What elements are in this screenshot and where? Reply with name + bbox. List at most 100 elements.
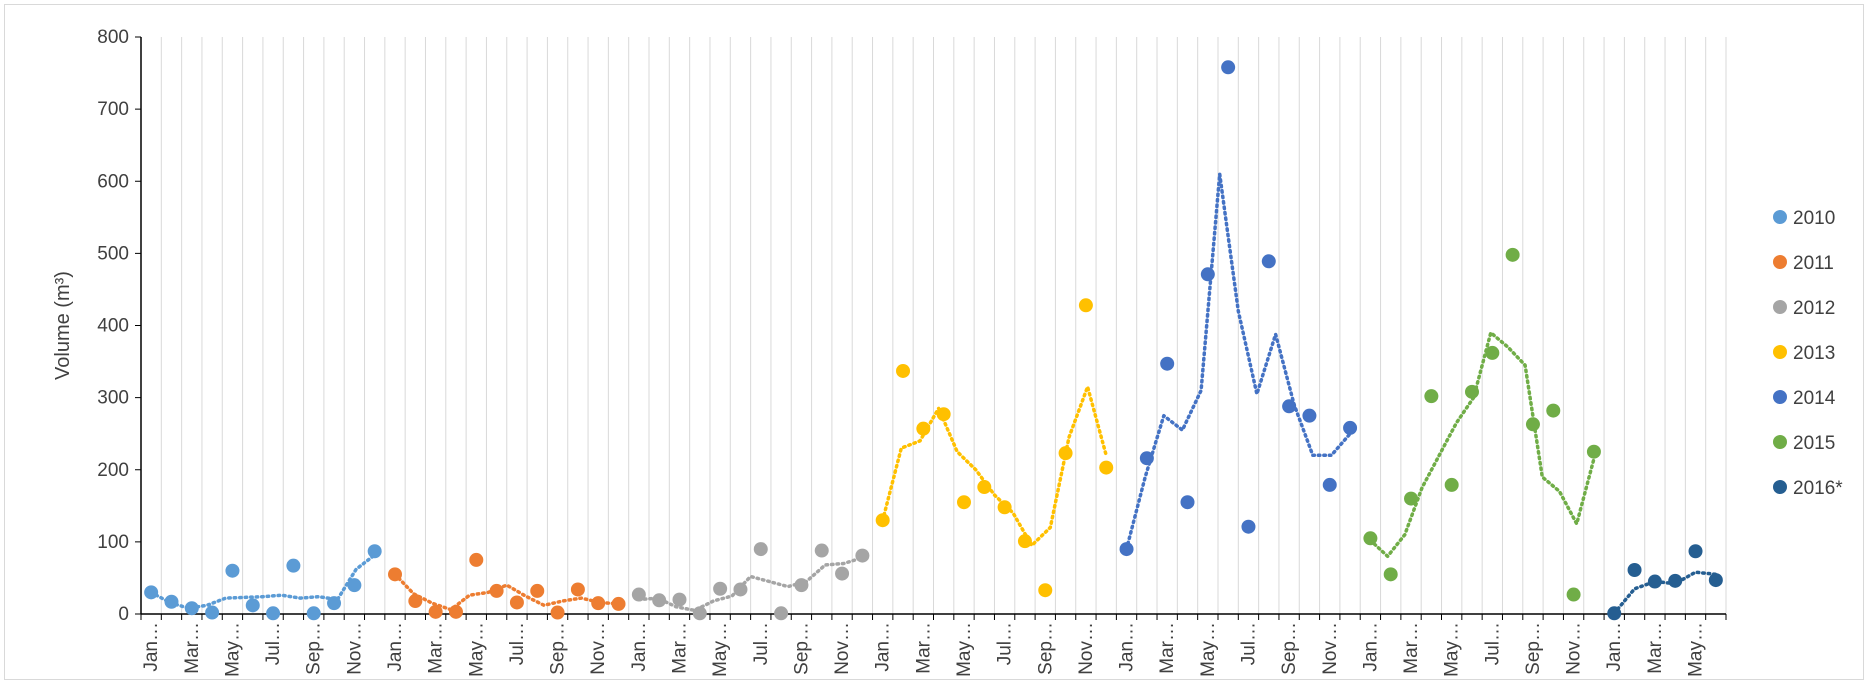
x-tick-label: Jul… xyxy=(1238,622,1259,665)
data-point-2010 xyxy=(184,601,199,616)
data-point-2013 xyxy=(1017,534,1032,549)
x-tick-label: May… xyxy=(1442,622,1463,677)
data-point-2011 xyxy=(428,604,443,619)
y-tick-label: 400 xyxy=(97,316,129,337)
x-tick-label: Nov… xyxy=(1076,622,1097,675)
y-axis-title: Volume (m³) xyxy=(52,271,74,380)
data-point-2015 xyxy=(1485,345,1500,360)
data-point-2013 xyxy=(1078,298,1093,313)
data-point-2011 xyxy=(570,582,585,597)
data-point-2012 xyxy=(713,581,728,596)
data-point-2015 xyxy=(1566,587,1581,602)
data-point-2016 xyxy=(1708,573,1723,588)
data-point-2015 xyxy=(1464,384,1479,399)
legend-marker xyxy=(1773,255,1787,269)
data-point-2012 xyxy=(774,606,789,621)
x-tick-label: Mar… xyxy=(426,622,447,674)
legend-label: 2015 xyxy=(1793,433,1835,454)
data-point-2012 xyxy=(855,548,870,563)
data-point-2016 xyxy=(1688,544,1703,559)
x-tick-label: Sep… xyxy=(304,622,325,675)
y-tick-label: 600 xyxy=(97,171,129,192)
data-point-2013 xyxy=(1038,583,1053,598)
y-tick-label: 200 xyxy=(97,460,129,481)
volume-scatter-chart: 0 100 200 300 400 500 600 700 800 Jan… Mar… May… Jul… xyxy=(52,27,1843,677)
trendline-2013 xyxy=(880,385,1108,548)
data-point-2013 xyxy=(916,421,931,436)
data-point-2016 xyxy=(1647,574,1662,589)
data-point-2015 xyxy=(1383,567,1398,582)
data-point-2011 xyxy=(388,567,403,582)
trendline-2015 xyxy=(1368,330,1596,559)
legend: 2010 2011 2012 2013 2014 2015 2016* xyxy=(1773,208,1843,499)
chart-frame: 0 100 200 300 400 500 600 700 800 Jan… Mar… May… Jul… xyxy=(4,4,1864,680)
x-tick-label: Nov… xyxy=(588,622,609,675)
x-tick-label: Sep… xyxy=(548,622,569,675)
data-point-2010 xyxy=(306,606,321,621)
data-point-2014 xyxy=(1119,542,1134,557)
data-point-2012 xyxy=(794,578,809,593)
x-tick-label: Sep… xyxy=(1523,622,1544,675)
data-point-2010 xyxy=(164,594,179,609)
data-point-2015 xyxy=(1424,389,1439,404)
y-tick-label: 300 xyxy=(97,388,129,409)
data-point-2016 xyxy=(1627,563,1642,578)
legend-label: 2016* xyxy=(1793,478,1843,499)
x-tick-label: Nov… xyxy=(344,622,365,675)
axes: 0 100 200 300 400 500 600 700 800 Jan… Mar… May… Jul… xyxy=(97,27,1727,677)
x-tick-label: Nov… xyxy=(832,622,853,675)
data-point-2014 xyxy=(1282,399,1297,414)
data-point-2012 xyxy=(835,566,850,581)
data-point-2010 xyxy=(347,578,362,593)
data-point-2012 xyxy=(672,592,687,607)
data-point-2014 xyxy=(1160,356,1175,371)
y-tick-label: 500 xyxy=(97,243,129,264)
x-tick-label: Nov… xyxy=(1564,622,1585,675)
legend-marker xyxy=(1773,210,1787,224)
x-tick-label: May… xyxy=(466,622,487,677)
data-point-2016 xyxy=(1668,573,1683,588)
y-tick-label: 100 xyxy=(97,532,129,553)
data-point-2011 xyxy=(448,604,463,619)
data-point-2015 xyxy=(1505,247,1520,262)
data-point-2015 xyxy=(1363,531,1378,546)
data-point-2011 xyxy=(509,595,524,610)
x-tick-label: Jul… xyxy=(507,622,528,665)
data-point-2010 xyxy=(367,544,382,559)
data-points xyxy=(144,60,1723,621)
x-tick-label: Sep… xyxy=(1035,622,1056,675)
data-point-2013 xyxy=(997,500,1012,515)
x-tick-label: Jan… xyxy=(873,622,894,672)
x-tick-label: May… xyxy=(954,622,975,677)
x-tick-label: Mar… xyxy=(913,622,934,674)
x-tick-label: Sep… xyxy=(791,622,812,675)
x-tick-label: Jan… xyxy=(629,622,650,672)
legend-label: 2012 xyxy=(1793,298,1835,319)
data-point-2016 xyxy=(1607,606,1622,621)
trendline-2012 xyxy=(637,555,865,613)
x-tick-label: Jan… xyxy=(141,622,162,672)
data-point-2011 xyxy=(469,552,484,567)
y-tick-label: 0 xyxy=(118,604,129,625)
data-point-2015 xyxy=(1525,417,1540,432)
legend-label: 2010 xyxy=(1793,208,1835,229)
x-tick-label: Jan… xyxy=(1604,622,1625,672)
x-tick-label: Jul… xyxy=(751,622,772,665)
trendline-2014 xyxy=(1124,172,1352,551)
x-tick-label: Mar… xyxy=(1645,622,1666,674)
legend-marker xyxy=(1773,480,1787,494)
data-point-2012 xyxy=(814,543,829,558)
data-point-2010 xyxy=(286,558,301,573)
data-point-2010 xyxy=(245,598,260,613)
data-point-2010 xyxy=(205,605,220,620)
vertical-gridlines xyxy=(160,37,1727,614)
legend-marker xyxy=(1773,390,1787,404)
x-tick-label: Mar… xyxy=(1401,622,1422,674)
legend-marker xyxy=(1773,435,1787,449)
x-tick-label: Mar… xyxy=(182,622,203,674)
data-point-2011 xyxy=(489,583,504,598)
data-point-2012 xyxy=(652,593,667,608)
data-point-2014 xyxy=(1302,408,1317,423)
data-point-2012 xyxy=(631,587,646,602)
data-point-2014 xyxy=(1200,267,1215,282)
